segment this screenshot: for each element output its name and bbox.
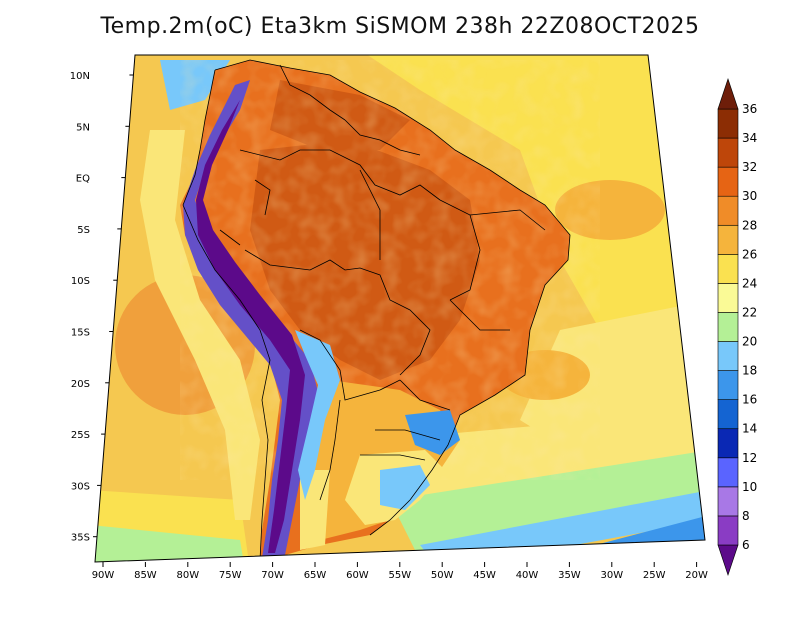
colorbar-lower-triangle [717, 544, 739, 576]
lon-label: 55W [388, 570, 411, 581]
colorbar-swatch [717, 457, 739, 488]
lat-label: 30S [71, 481, 90, 492]
lon-label: 40W [516, 570, 539, 581]
colorbar-label: 6 [742, 538, 750, 552]
lon-label: 35W [558, 570, 581, 581]
colorbar-swatch [717, 370, 739, 400]
colorbar-label: 32 [742, 160, 757, 174]
andes-coldest [196, 100, 305, 553]
colorbar-swatch [717, 254, 739, 284]
lon-label: 25W [643, 570, 666, 581]
colorbar-label: 22 [742, 305, 757, 319]
lon-label: 60W [346, 570, 369, 581]
colorbar-label: 12 [742, 451, 757, 465]
lat-label: 25S [71, 430, 90, 441]
map-title: Temp.2m(oC) Eta3km SiSMOM 238h 22Z08OCT2… [100, 14, 700, 39]
colorbar-swatch [717, 166, 739, 197]
colorbar-swatch [717, 486, 739, 517]
lat-label: 5N [76, 122, 90, 133]
colorbar-label: 18 [742, 364, 757, 378]
lat-label: EQ [76, 174, 90, 185]
colorbar-swatch [717, 224, 739, 255]
serra-cool-patch [405, 410, 460, 455]
lon-label: 50W [431, 570, 454, 581]
colorbar-label: 10 [742, 480, 757, 494]
south-cool-patch [380, 465, 430, 510]
colorbar-upper-triangle [717, 78, 739, 110]
colorbar-label: 24 [742, 276, 757, 290]
lat-label: 5S [77, 225, 90, 236]
lon-label: 75W [219, 570, 242, 581]
lat-label: 35S [71, 533, 90, 544]
lat-label: 10S [71, 276, 90, 287]
andes-east-slope [295, 330, 340, 500]
colorbar-label: 16 [742, 393, 757, 407]
colorbar-label: 8 [742, 509, 750, 523]
country-borders [182, 59, 571, 561]
lat-label: 20S [71, 379, 90, 390]
lon-label: 70W [261, 570, 284, 581]
temperature-field [95, 55, 705, 562]
colorbar-swatch [717, 283, 739, 313]
colorbar-swatch [717, 341, 739, 371]
colorbar-label: 30 [742, 189, 757, 203]
lat-label: 10N [70, 71, 90, 82]
colorbar-label: 34 [742, 131, 757, 145]
colorbar-swatch [717, 108, 739, 139]
colorbar-swatch [717, 137, 739, 168]
colorbar-swatch [717, 428, 739, 459]
colorbar: 6 8 10 12 14 16 18 20 22 24 26 28 30 32 34 36 [717, 78, 757, 576]
lon-label: 20W [685, 570, 708, 581]
map-axes: 10N 5N EQ 5S 10S 15S 20S 25S 30S 35S 90W 85W 80W 75W 7… [70, 71, 708, 581]
lon-label: 65W [304, 570, 327, 581]
lon-label: 80W [176, 570, 199, 581]
south-atlantic-band-2 [390, 450, 705, 560]
lon-label: 90W [92, 570, 115, 581]
colorbar-label: 36 [742, 102, 757, 116]
colorbar-swatch [717, 312, 739, 342]
lon-label: 85W [134, 570, 157, 581]
colorbar-label: 14 [742, 422, 757, 436]
colorbar-swatch [717, 195, 739, 226]
lon-label: 30W [600, 570, 623, 581]
map-frame [94, 54, 706, 563]
colorbar-swatch [717, 399, 739, 430]
colorbar-swatch [717, 515, 739, 546]
lat-label: 15S [71, 328, 90, 339]
colorbar-label: 20 [742, 335, 757, 349]
lon-label: 45W [473, 570, 496, 581]
colorbar-label: 26 [742, 247, 757, 261]
colorbar-label: 28 [742, 218, 757, 232]
